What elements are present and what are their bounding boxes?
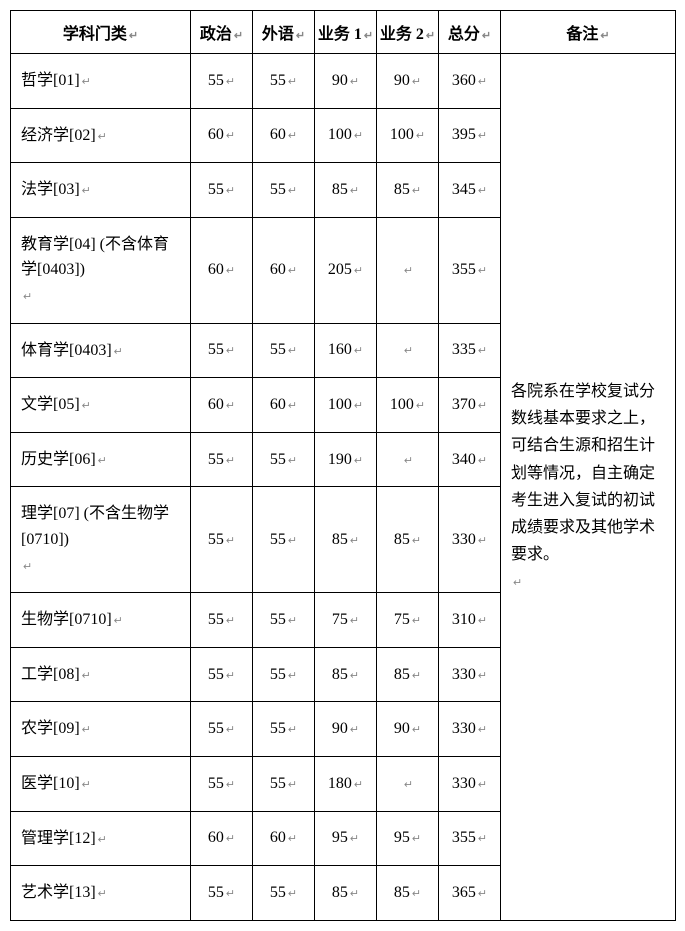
- cell-pol: 55↵: [191, 702, 253, 757]
- cell-subject: 文学[05]↵: [11, 378, 191, 433]
- col-subject: 学科门类↵: [11, 11, 191, 54]
- col-business1: 业务 1↵: [315, 11, 377, 54]
- cell-pol: 55↵: [191, 323, 253, 378]
- cell-b1: 100↵: [315, 378, 377, 433]
- cell-b2: 85↵: [377, 163, 439, 218]
- cell-b1: 90↵: [315, 702, 377, 757]
- cell-subject: 生物学[0710]↵: [11, 593, 191, 648]
- cell-total: 335↵: [439, 323, 501, 378]
- cell-b2: 100↵: [377, 108, 439, 163]
- cell-b2: ↵: [377, 323, 439, 378]
- cell-subject: 工学[08]↵: [11, 647, 191, 702]
- cell-pol: 55↵: [191, 756, 253, 811]
- cell-total: 345↵: [439, 163, 501, 218]
- cell-b1: 180↵: [315, 756, 377, 811]
- cell-pol: 55↵: [191, 432, 253, 487]
- cell-pol: 55↵: [191, 647, 253, 702]
- cell-for: 55↵: [253, 163, 315, 218]
- cell-for: 60↵: [253, 378, 315, 433]
- cell-b2: 90↵: [377, 702, 439, 757]
- cell-for: 55↵: [253, 593, 315, 648]
- cell-subject: 体育学[0403]↵: [11, 323, 191, 378]
- cell-total: 355↵: [439, 811, 501, 866]
- cell-pol: 55↵: [191, 866, 253, 921]
- cell-total: 395↵: [439, 108, 501, 163]
- cell-b1: 85↵: [315, 647, 377, 702]
- cell-total: 340↵: [439, 432, 501, 487]
- cell-subject: 教育学[04] (不含体育学[0403])↵: [11, 217, 191, 323]
- cell-b1: 85↵: [315, 487, 377, 593]
- cell-pol: 60↵: [191, 378, 253, 433]
- cell-b2: ↵: [377, 432, 439, 487]
- cell-b2: 90↵: [377, 54, 439, 109]
- cell-pol: 60↵: [191, 811, 253, 866]
- cell-b1: 75↵: [315, 593, 377, 648]
- cell-total: 365↵: [439, 866, 501, 921]
- cell-b1: 85↵: [315, 866, 377, 921]
- cell-b2: 85↵: [377, 647, 439, 702]
- cell-pol: 55↵: [191, 54, 253, 109]
- col-foreign: 外语↵: [253, 11, 315, 54]
- scores-table: 学科门类↵ 政治↵ 外语↵ 业务 1↵ 业务 2↵ 总分↵ 备注↵ 哲学[01]…: [10, 10, 676, 921]
- cell-subject: 法学[03]↵: [11, 163, 191, 218]
- cell-for: 55↵: [253, 866, 315, 921]
- cell-b2: 75↵: [377, 593, 439, 648]
- cell-pol: 60↵: [191, 217, 253, 323]
- col-remark: 备注↵: [501, 11, 676, 54]
- cell-b1: 95↵: [315, 811, 377, 866]
- cell-b2: 95↵: [377, 811, 439, 866]
- cell-for: 55↵: [253, 702, 315, 757]
- col-business2: 业务 2↵: [377, 11, 439, 54]
- cell-b2: 85↵: [377, 866, 439, 921]
- cell-b1: 85↵: [315, 163, 377, 218]
- cell-b1: 190↵: [315, 432, 377, 487]
- cell-b1: 100↵: [315, 108, 377, 163]
- cell-for: 55↵: [253, 756, 315, 811]
- col-total: 总分↵: [439, 11, 501, 54]
- cell-b1: 90↵: [315, 54, 377, 109]
- cell-subject: 管理学[12]↵: [11, 811, 191, 866]
- cell-total: 330↵: [439, 647, 501, 702]
- cell-subject: 历史学[06]↵: [11, 432, 191, 487]
- cell-for: 60↵: [253, 217, 315, 323]
- cell-pol: 60↵: [191, 108, 253, 163]
- cell-total: 355↵: [439, 217, 501, 323]
- cell-for: 55↵: [253, 432, 315, 487]
- cell-remark: 各院系在学校复试分数线基本要求之上，可结合生源和招生计划等情况，自主确定考生进入…: [501, 54, 676, 921]
- cell-pol: 55↵: [191, 487, 253, 593]
- cell-for: 55↵: [253, 487, 315, 593]
- cell-for: 55↵: [253, 323, 315, 378]
- cell-for: 60↵: [253, 811, 315, 866]
- cell-for: 55↵: [253, 647, 315, 702]
- cell-b1: 205↵: [315, 217, 377, 323]
- cell-subject: 艺术学[13]↵: [11, 866, 191, 921]
- col-politics: 政治↵: [191, 11, 253, 54]
- header-row: 学科门类↵ 政治↵ 外语↵ 业务 1↵ 业务 2↵ 总分↵ 备注↵: [11, 11, 676, 54]
- cell-total: 370↵: [439, 378, 501, 433]
- cell-b1: 160↵: [315, 323, 377, 378]
- cell-total: 360↵: [439, 54, 501, 109]
- cell-total: 330↵: [439, 756, 501, 811]
- cell-subject: 医学[10]↵: [11, 756, 191, 811]
- cell-b2: ↵: [377, 756, 439, 811]
- cell-total: 330↵: [439, 702, 501, 757]
- cell-b2: 85↵: [377, 487, 439, 593]
- table-row: 哲学[01]↵55↵55↵90↵90↵360↵各院系在学校复试分数线基本要求之上…: [11, 54, 676, 109]
- cell-for: 60↵: [253, 108, 315, 163]
- cell-total: 310↵: [439, 593, 501, 648]
- cell-subject: 经济学[02]↵: [11, 108, 191, 163]
- cell-for: 55↵: [253, 54, 315, 109]
- cell-total: 330↵: [439, 487, 501, 593]
- cell-b2: ↵: [377, 217, 439, 323]
- cell-pol: 55↵: [191, 593, 253, 648]
- cell-subject: 农学[09]↵: [11, 702, 191, 757]
- cell-subject: 哲学[01]↵: [11, 54, 191, 109]
- cell-b2: 100↵: [377, 378, 439, 433]
- cell-subject: 理学[07] (不含生物学[0710])↵: [11, 487, 191, 593]
- cell-pol: 55↵: [191, 163, 253, 218]
